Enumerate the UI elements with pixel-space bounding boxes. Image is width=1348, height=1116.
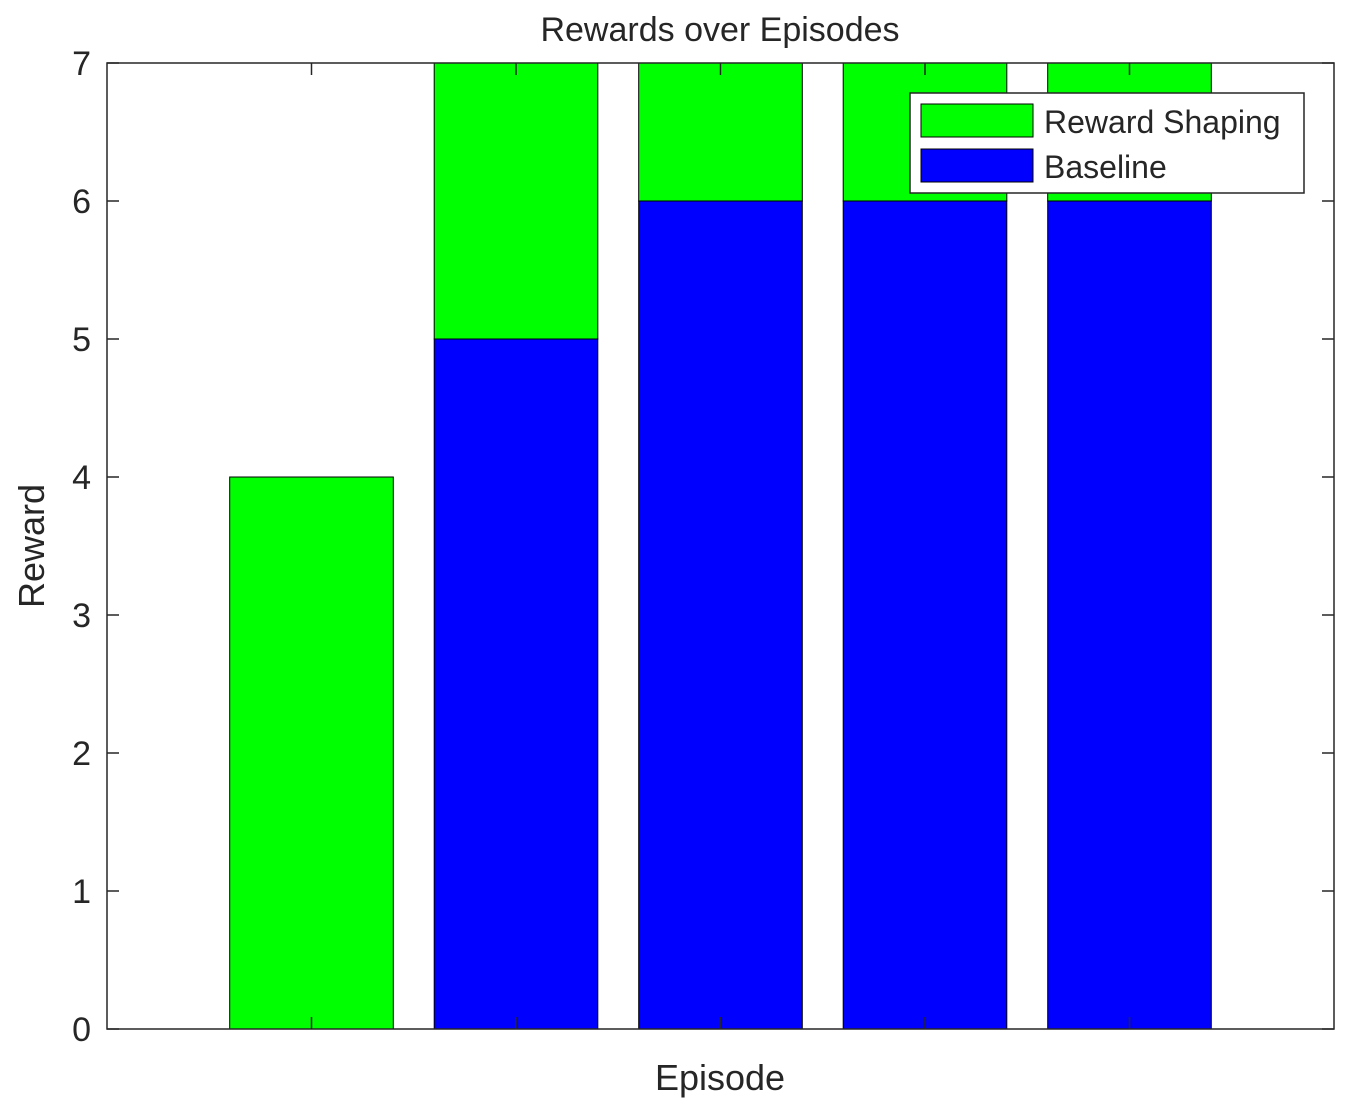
y-tick-label-7: 7 xyxy=(72,45,91,83)
y-tick-label-0: 0 xyxy=(72,1011,91,1049)
y-tick-label-3: 3 xyxy=(72,597,91,635)
bar-baseline-5 xyxy=(1047,200,1212,1030)
bar-reward-shaping-3 xyxy=(638,62,803,202)
bar-baseline-3 xyxy=(638,200,803,1030)
y-axis-label: Reward xyxy=(11,484,52,608)
y-ticks: 0 1 2 3 4 5 6 7 xyxy=(72,45,1334,1049)
legend-swatch-reward-shaping xyxy=(920,103,1034,138)
y-tick-label-4: 4 xyxy=(72,459,91,497)
y-tick-label-2: 2 xyxy=(72,735,91,773)
bar-reward-shaping-1 xyxy=(229,476,394,1030)
y-tick-label-1: 1 xyxy=(72,873,91,911)
y-tick-label-6: 6 xyxy=(72,183,91,221)
bar-baseline-4 xyxy=(842,200,1008,1030)
legend-swatch-baseline xyxy=(920,148,1034,183)
x-axis-label: Episode xyxy=(655,1057,785,1098)
y-tick-label-5: 5 xyxy=(72,321,91,359)
bar-baseline-2 xyxy=(433,338,599,1030)
chart-title: Rewards over Episodes xyxy=(540,11,899,49)
bar-reward-shaping-2 xyxy=(433,62,599,340)
bars-layer xyxy=(229,62,1212,1030)
legend-label-baseline: Baseline xyxy=(1044,149,1167,185)
legend: Reward Shaping Baseline xyxy=(909,92,1305,194)
legend-label-reward-shaping: Reward Shaping xyxy=(1044,104,1281,140)
x-ticks xyxy=(310,63,1131,1029)
